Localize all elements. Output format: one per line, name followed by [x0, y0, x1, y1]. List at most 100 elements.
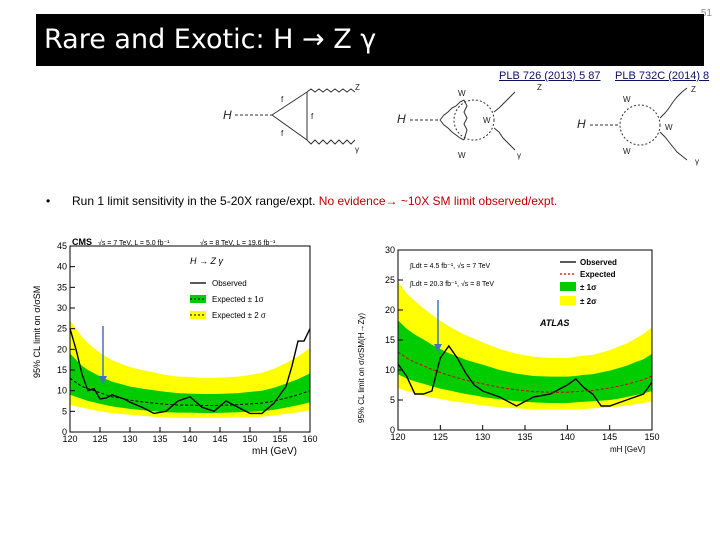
- diagram2-label-h: H: [397, 112, 406, 126]
- atlas-experiment-label: ATLAS: [539, 318, 569, 328]
- cms-x-tick-label: 145: [212, 434, 227, 444]
- atlas-series-observed: [397, 344, 653, 407]
- cms-y-tick-label: 20: [57, 344, 67, 354]
- atlas-y-tick-label: 5: [390, 395, 395, 405]
- atlas-y-axis-label: 95% CL limit on σ/σSM(H→Zγ): [357, 313, 366, 423]
- cms-x-tick-label: 160: [302, 434, 317, 444]
- feynman-diagram-w-loop-2: [590, 87, 688, 161]
- cms-x-tick-label: 155: [272, 434, 287, 444]
- atlas-legend-observed: Observed: [580, 258, 617, 267]
- atlas-y-tick-label: 10: [385, 365, 395, 375]
- atlas-y-tick-label: 30: [385, 245, 395, 255]
- atlas-legend-1sigma-swatch: [560, 282, 576, 291]
- diagram2-label-w-bottom: W: [458, 151, 466, 160]
- cms-y-tick-label: 10: [57, 386, 67, 396]
- cms-x-tick-label: 135: [152, 434, 167, 444]
- atlas-legend-1sigma: ± 1σ: [580, 283, 597, 292]
- cms-legend-1sigma: Expected ± 1σ: [212, 295, 264, 304]
- cms-lines: [69, 328, 311, 415]
- diagram1-label-f-top: f: [281, 95, 284, 104]
- cms-series-expected: [69, 377, 311, 406]
- cms-axes: 120 125 130 135 140 145 150 155 160 0 5 10 15 20 25 30 3…: [57, 241, 318, 444]
- diagram3-label-z: Z: [691, 85, 696, 94]
- diagram1-label-gamma: γ: [355, 145, 359, 154]
- diagram3-label-h: H: [577, 117, 586, 131]
- reference-link-2[interactable]: PLB 732C (2014) 8: [615, 70, 710, 82]
- cms-x-tick-label: 150: [242, 434, 257, 444]
- atlas-x-tick-label: 120: [390, 432, 405, 442]
- atlas-legend-2sigma: ± 2σ: [580, 297, 597, 306]
- atlas-x-tick-label: 130: [475, 432, 490, 442]
- atlas-x-tick-label: 125: [433, 432, 448, 442]
- cms-y-tick-label: 0: [62, 427, 67, 437]
- atlas-series-expected: [397, 351, 653, 393]
- diagram1-label-f-mid: f: [311, 112, 314, 121]
- atlas-x-tick-label: 140: [560, 432, 575, 442]
- atlas-legend-2sigma-swatch: [560, 296, 576, 305]
- slide-title: Rare and Exotic: H → Z γ: [44, 24, 377, 55]
- feynman-diagram-w-loop: [410, 91, 516, 151]
- diagram2-label-z: Z: [537, 83, 542, 92]
- diagram3-label-w-mid: W: [665, 123, 673, 132]
- cms-series-observed: [69, 328, 311, 415]
- atlas-x-tick-label: 150: [644, 432, 659, 442]
- atlas-plot-frame: [397, 249, 653, 431]
- cms-y-tick-label: 5: [62, 406, 67, 416]
- cms-x-tick-label: 120: [62, 434, 77, 444]
- cms-channel-label: H → Z γ: [190, 256, 223, 266]
- cms-y-tick-label: 35: [57, 282, 67, 292]
- cms-header-7tev: √s = 7 TeV, L = 5.0 fb⁻¹: [98, 239, 170, 247]
- atlas-y-tick-label: 20: [385, 305, 395, 315]
- feynman-diagrams: H f f f Z γ H W W W Z γ H W W W Z γ: [223, 83, 699, 166]
- atlas-band-1sigma: [398, 320, 652, 403]
- diagram2-label-w-mid: W: [483, 116, 491, 125]
- bullet-text: Run 1 limit sensitivity in the 5-20X ran…: [72, 194, 316, 208]
- cms-legend-2sigma: Expected ± 2 σ: [212, 311, 266, 320]
- atlas-y-tick-label: 15: [385, 335, 395, 345]
- atlas-lines: [397, 344, 653, 407]
- reference-link-1[interactable]: PLB 726 (2013) 5 87: [499, 70, 601, 82]
- cms-x-tick-label: 140: [182, 434, 197, 444]
- cms-arrow: [99, 326, 107, 384]
- atlas-x-axis-label: mH [GeV]: [610, 445, 645, 454]
- cms-y-tick-label: 45: [57, 241, 67, 251]
- cms-limit-plot: 120 125 130 135 140 145 150 155 160 0 5 10 15 20 25 30 3…: [30, 238, 320, 458]
- atlas-limit-plot: 120 125 130 135 140 145 150 0 5 10 15 20 25 30 ∫Ldt =…: [352, 238, 670, 458]
- cms-header-left: CMS: [72, 238, 92, 247]
- atlas-lumi-1: ∫Ldt = 4.5 fb⁻¹, √s = 7 TeV: [409, 262, 490, 270]
- diagram1-label-h: H: [223, 108, 232, 122]
- bullet-highlight: No evidence→ ~10X SM limit observed/expt…: [318, 194, 558, 208]
- diagram3-label-w-top: W: [623, 95, 631, 104]
- atlas-y-tick-label: 0: [390, 425, 395, 435]
- title-bar: Rare and Exotic: H → Z γ: [36, 14, 704, 66]
- diagram3-label-gamma: γ: [695, 157, 699, 166]
- diagram1-label-f-bottom: f: [281, 129, 284, 138]
- atlas-lumi-2: ∫Ldt = 20.3 fb⁻¹, √s = 8 TeV: [409, 280, 494, 288]
- diagram1-label-z: Z: [355, 83, 360, 92]
- cms-y-tick-label: 15: [57, 365, 67, 375]
- cms-header-8tev: √s = 8 TeV, L = 19.6 fb⁻¹: [200, 239, 276, 247]
- slide-number: 51: [700, 8, 712, 19]
- atlas-x-tick-label: 145: [602, 432, 617, 442]
- atlas-axes: 120 125 130 135 140 145 150 0 5 10 15 20 25 30: [385, 245, 660, 442]
- atlas-arrow: [434, 300, 442, 352]
- atlas-x-tick-label: 135: [517, 432, 532, 442]
- feynman-diagram-fermion-loop: [235, 88, 356, 145]
- cms-y-tick-label: 40: [57, 262, 67, 272]
- cms-plot-frame: [69, 245, 311, 433]
- diagram3-label-w-bottom: W: [623, 147, 631, 156]
- cms-legend-observed: Observed: [212, 279, 247, 288]
- cms-x-tick-label: 125: [92, 434, 107, 444]
- diagram2-label-w-top: W: [458, 89, 466, 98]
- cms-x-axis-label: mH (GeV): [252, 446, 297, 457]
- cms-y-tick-label: 30: [57, 303, 67, 313]
- atlas-y-tick-label: 25: [385, 275, 395, 285]
- cms-bands: [70, 320, 310, 418]
- diagram2-label-gamma: γ: [517, 151, 521, 160]
- atlas-legend-expected: Expected: [580, 270, 616, 279]
- cms-y-axis-label: 95% CL limit on σ/σSM: [32, 286, 42, 378]
- bullet-dot: •: [46, 194, 51, 208]
- cms-y-tick-label: 25: [57, 324, 67, 334]
- cms-x-tick-label: 130: [122, 434, 137, 444]
- atlas-bands: [398, 281, 652, 410]
